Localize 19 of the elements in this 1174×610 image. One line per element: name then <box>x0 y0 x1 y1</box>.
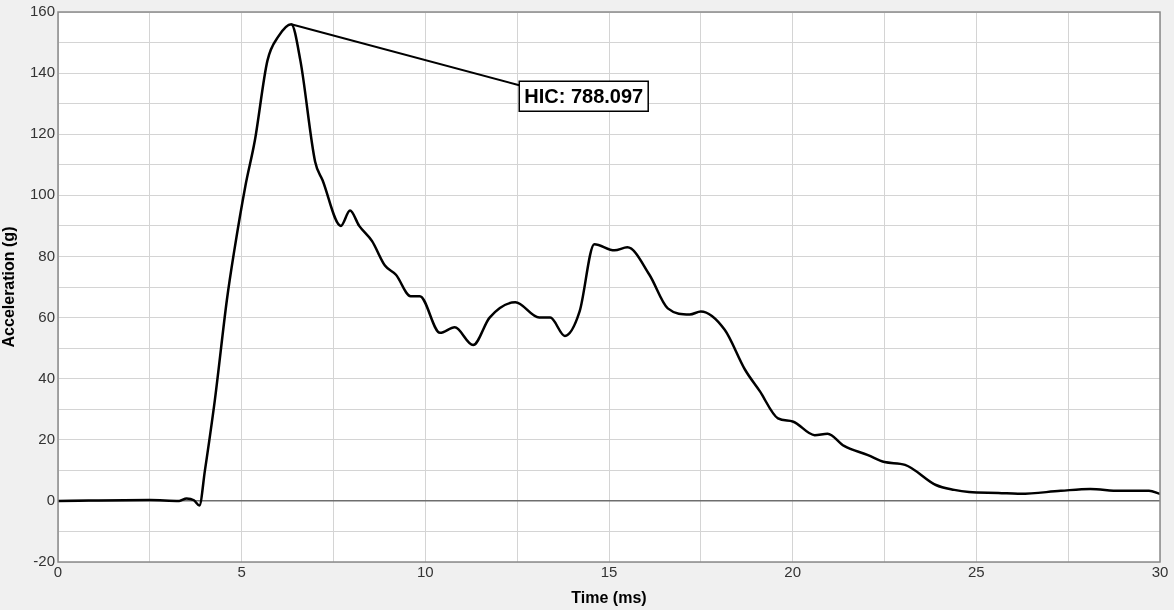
y-axis-title: Acceleration (g) <box>0 226 18 348</box>
x-tick-label: 30 <box>1151 563 1169 581</box>
y-tick-label: -20 <box>33 552 55 570</box>
x-tick-label: 20 <box>784 563 802 581</box>
x-axis-title: Time (ms) <box>571 588 647 606</box>
annotation: HIC: 788.097 <box>524 84 644 107</box>
y-tick-label: 0 <box>46 491 55 509</box>
x-tick-label: 10 <box>416 563 434 581</box>
y-tick-label: 60 <box>38 307 55 325</box>
y-tick-label: 40 <box>38 368 55 386</box>
x-tick-label: 25 <box>967 563 985 581</box>
y-tick-label: 100 <box>29 185 55 203</box>
y-tick-label: 80 <box>38 246 55 264</box>
x-tick-label: 15 <box>600 563 618 581</box>
x-tick-label: 5 <box>237 563 246 581</box>
y-tick-label: 140 <box>29 63 55 81</box>
y-tick-label: 120 <box>29 124 55 142</box>
y-tick-label: 20 <box>38 429 55 447</box>
y-tick-label: 160 <box>29 2 55 20</box>
